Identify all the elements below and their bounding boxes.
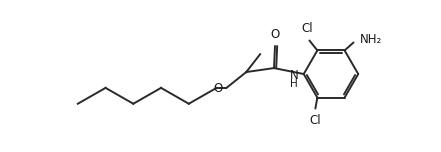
- Text: O: O: [213, 82, 222, 95]
- Text: H: H: [290, 79, 298, 89]
- Text: Cl: Cl: [302, 22, 313, 35]
- Text: NH₂: NH₂: [359, 33, 382, 46]
- Text: O: O: [271, 28, 280, 41]
- Text: N: N: [289, 69, 298, 81]
- Text: Cl: Cl: [310, 114, 321, 127]
